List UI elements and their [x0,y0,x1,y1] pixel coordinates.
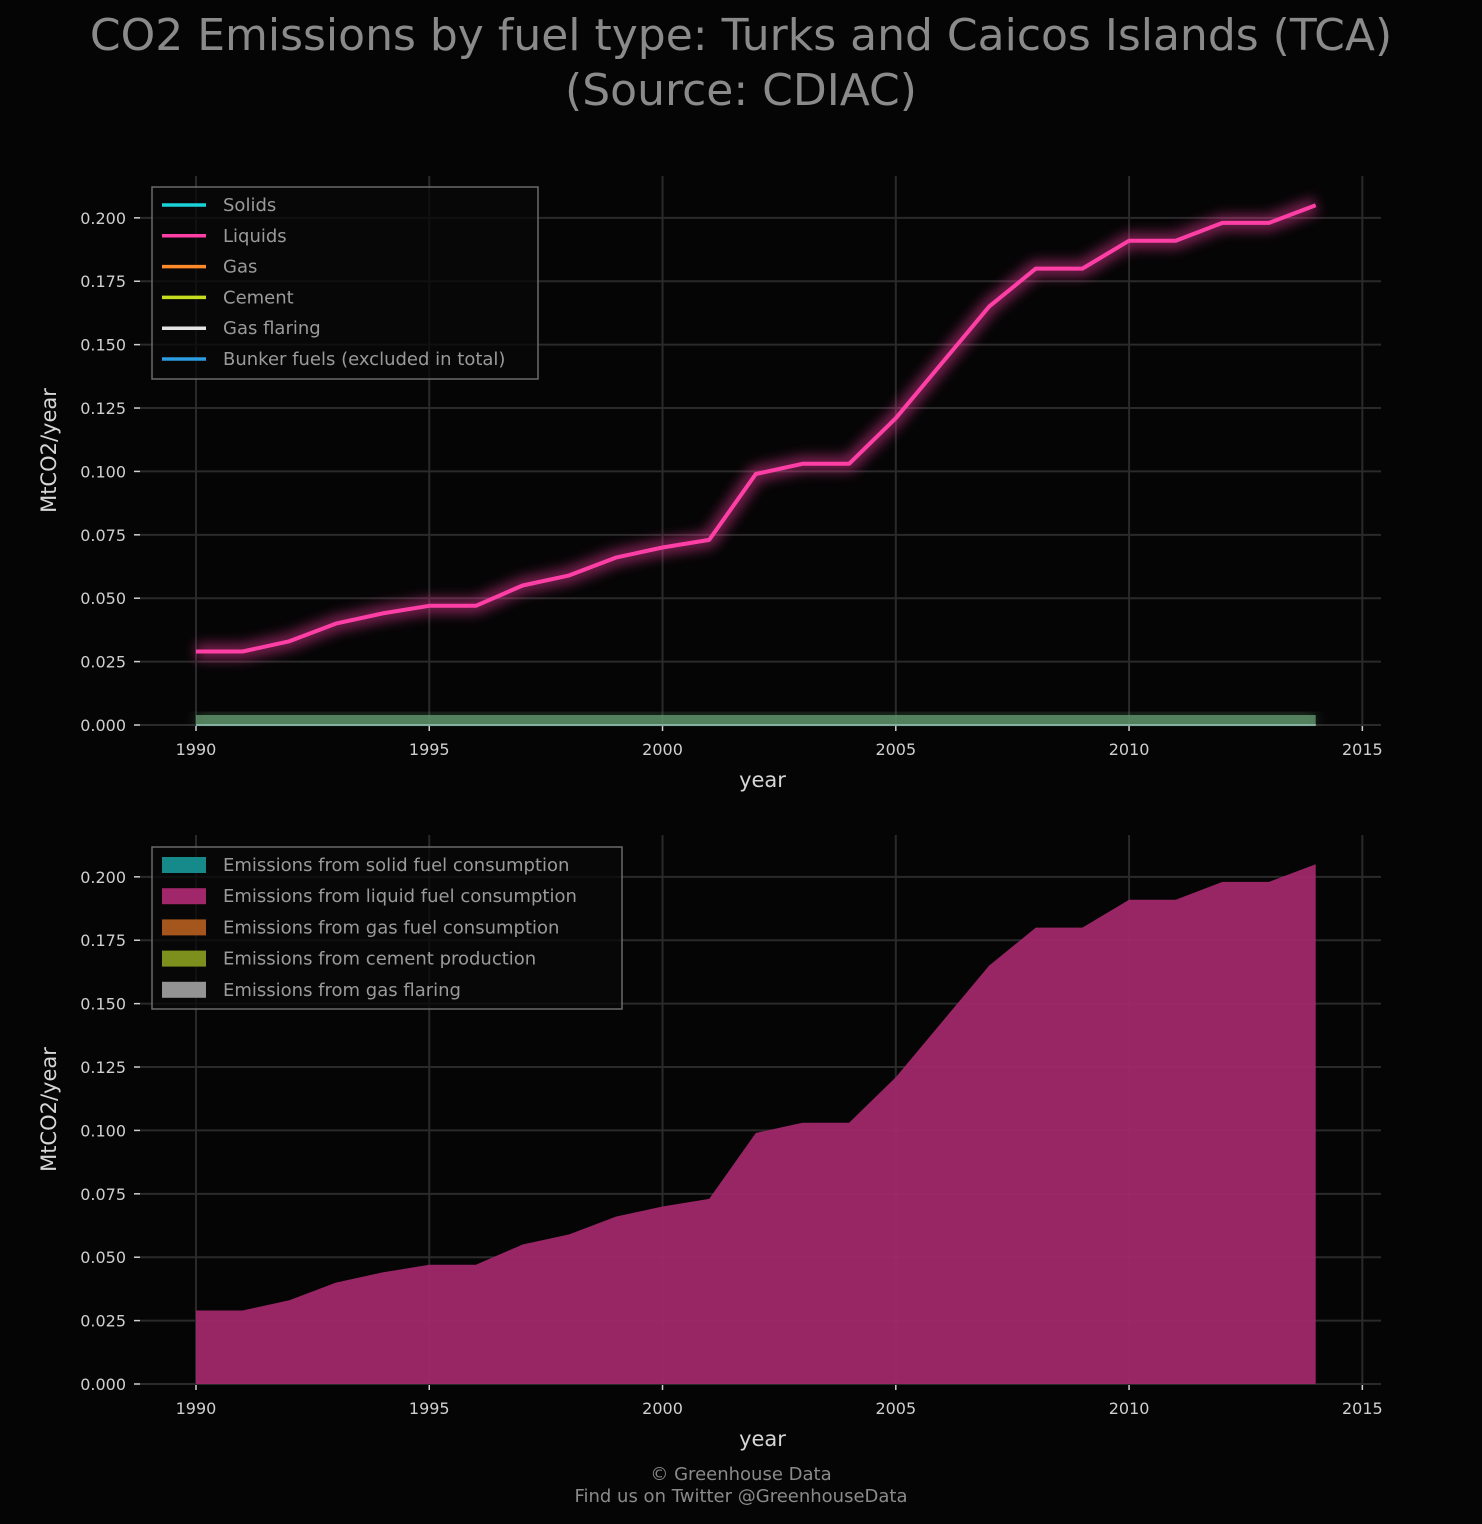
y-tick-label: 0.125 [80,399,126,418]
legend-label: Bunker fuels (excluded in total) [223,349,505,370]
x-tick-label: 1990 [176,740,217,759]
y-tick-label: 0.125 [80,1058,126,1077]
y-tick-label: 0.050 [80,589,126,608]
x-tick-label: 2005 [875,1399,916,1418]
legend-label: Cement [223,287,294,308]
y-tick-label: 0.200 [80,868,126,887]
legend-label: Emissions from cement production [223,949,536,970]
y-tick-label: 0.100 [80,462,126,481]
legend-swatch [162,950,206,967]
chart-title-line-2: (Source: CDIAC) [565,65,917,116]
x-axis-label: year [739,768,786,792]
y-tick-label: 0.100 [80,1121,126,1140]
x-tick-label: 2005 [875,740,916,759]
y-tick-label: 0.050 [80,1248,126,1267]
y-tick-label: 0.150 [80,336,126,355]
x-tick-label: 2015 [1342,740,1383,759]
legend-swatch [162,919,206,936]
legend-label: Emissions from solid fuel consumption [223,855,569,876]
footer-copyright: © Greenhouse Data [650,1464,832,1485]
x-axis-label: year [739,1427,786,1451]
line-chart-panel: 1990 1995 2000 2005 2010 2015 0.000 0.025 0.050 0… [37,176,1383,792]
baseline-band [195,715,1316,725]
y-tick-label: 0.000 [80,716,126,735]
y-axis-label: MtCO2/year [37,388,61,513]
y-tick-label: 0.200 [80,209,126,228]
x-tick-label: 2000 [642,1399,683,1418]
legend-label: Emissions from liquid fuel consumption [223,886,577,907]
x-tick-label: 2010 [1109,1399,1150,1418]
footer-twitter: Find us on Twitter @GreenhouseData [574,1486,908,1507]
y-tick-label: 0.175 [80,931,126,950]
legend-label: Solids [223,195,276,216]
y-tick-label: 0.150 [80,995,126,1014]
y-tick-label: 0.025 [80,653,126,672]
y-tick-label: 0.025 [80,1312,126,1331]
chart-title: CO2 Emissions by fuel type: Turks and Ca… [0,8,1482,118]
footer-credits: © Greenhouse Data Find us on Twitter @Gr… [0,1464,1482,1508]
area-chart-panel: 1990 1995 2000 2005 2010 2015 0.000 0.025 0.050 0… [37,835,1383,1451]
legend-label: Emissions from gas fuel consumption [223,917,559,938]
legend-swatch [162,888,206,905]
y-tick-label: 0.000 [80,1375,126,1394]
legend-label: Gas flaring [223,318,321,339]
chart-title-line-1: CO2 Emissions by fuel type: Turks and Ca… [89,10,1393,61]
series-area-1 [196,864,1316,1384]
legend-label: Emissions from gas flaring [223,980,461,1001]
x-tick-label: 2015 [1342,1399,1383,1418]
legend-swatch [162,981,206,998]
x-tick-label: 1990 [176,1399,217,1418]
y-tick-label: 0.075 [80,1185,126,1204]
x-tick-label: 1995 [409,1399,450,1418]
x-tick-label: 2000 [642,740,683,759]
legend-label: Liquids [223,226,287,247]
legend-swatch [162,857,206,873]
legend-box [151,186,539,380]
legend-label: Gas [223,257,257,278]
x-tick-label: 1995 [409,740,450,759]
legend-box [151,846,623,1010]
y-tick-label: 0.175 [80,272,126,291]
x-tick-label: 2010 [1109,740,1150,759]
y-axis-label: MtCO2/year [37,1047,61,1172]
series-line-1 [196,203,1317,654]
y-tick-label: 0.075 [80,526,126,545]
